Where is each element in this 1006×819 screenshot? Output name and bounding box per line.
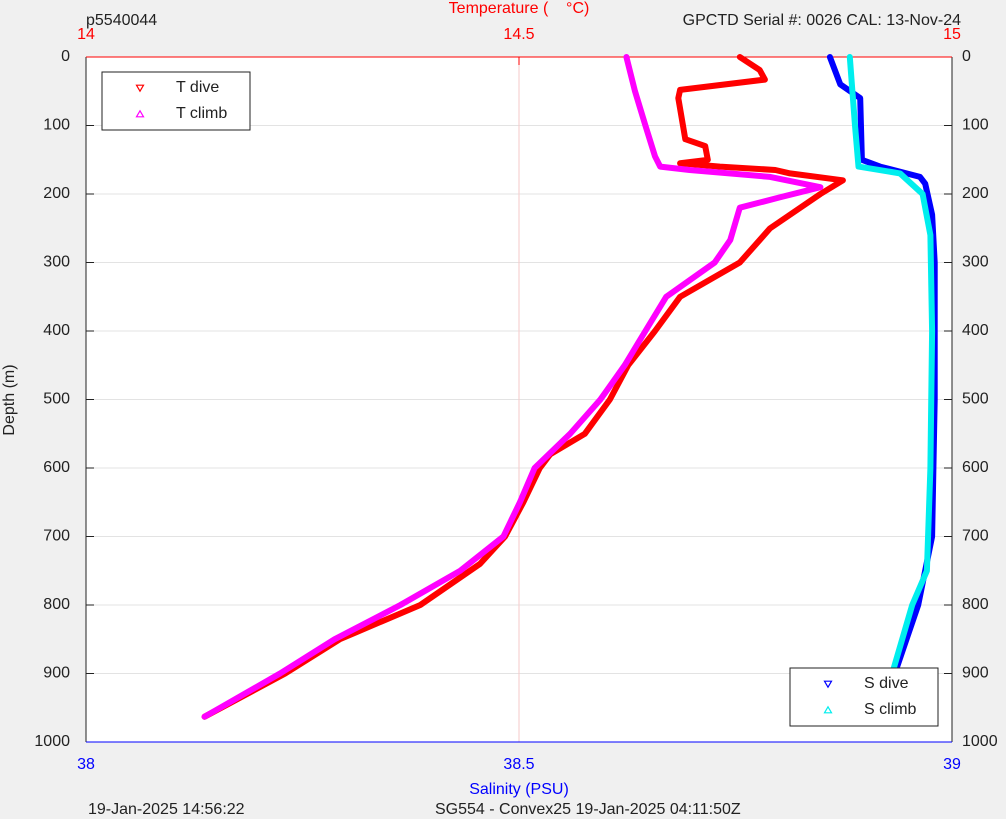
y-tick-label: 200 (962, 185, 989, 202)
legend-marker (135, 84, 145, 93)
y-tick-label: 600 (962, 459, 989, 476)
y-tick-label: 400 (962, 322, 989, 339)
legend-label: S dive (864, 675, 909, 692)
profile-line (826, 54, 938, 720)
x-axis-label: Salinity (PSU) (469, 781, 569, 798)
y-tick-label: 100 (962, 117, 989, 134)
y-tick-label: 900 (43, 665, 70, 682)
legend-marker (823, 680, 833, 689)
legend-label: S climb (864, 701, 917, 718)
y-tick-label: 700 (962, 528, 989, 545)
x2-axis-label: Temperature ( °C) (449, 0, 590, 17)
annotation: 19-Jan-2025 14:56:22 (88, 801, 245, 818)
legend (101, 71, 251, 131)
y-tick-label: 700 (43, 528, 70, 545)
y-tick-label: 300 (43, 254, 70, 271)
y-tick-label: 300 (962, 254, 989, 271)
y-tick-label: 100 (43, 117, 70, 134)
y-tick-label: 500 (962, 391, 989, 408)
x2-tick-label: 14 (77, 26, 95, 43)
y-axis-label: Depth (m) (1, 364, 18, 435)
legend-marker (823, 705, 833, 714)
x-tick-label: 38.5 (503, 756, 534, 773)
profile-line (201, 54, 824, 720)
legend-marker (135, 109, 145, 118)
y-tick-label: 800 (43, 596, 70, 613)
x2-tick-label: 15 (943, 26, 961, 43)
y-tick-label: 200 (43, 185, 70, 202)
y-tick-label: 600 (43, 459, 70, 476)
y-tick-label: 800 (962, 596, 989, 613)
y-tick-label: 900 (962, 665, 989, 682)
legend-label: T climb (176, 105, 227, 122)
y-tick-label: 1000 (34, 733, 70, 750)
chart-subtitle: GPCTD Serial #: 0026 CAL: 13-Nov-24 (683, 12, 961, 29)
y-tick-label: 0 (962, 48, 971, 65)
y-tick-label: 1000 (962, 733, 998, 750)
y-tick-label: 400 (43, 322, 70, 339)
annotation: SG554 - Convex25 19-Jan-2025 04:11:50Z (435, 801, 741, 818)
x2-tick-label: 14.5 (503, 26, 534, 43)
legend (789, 667, 939, 727)
chart-title: p5540044 (86, 12, 157, 29)
y-tick-label: 500 (43, 391, 70, 408)
x-tick-label: 39 (943, 756, 961, 773)
x-tick-label: 38 (77, 756, 95, 773)
legend-label: T dive (176, 79, 219, 96)
y-tick-label: 0 (61, 48, 70, 65)
profile-line (846, 54, 936, 720)
